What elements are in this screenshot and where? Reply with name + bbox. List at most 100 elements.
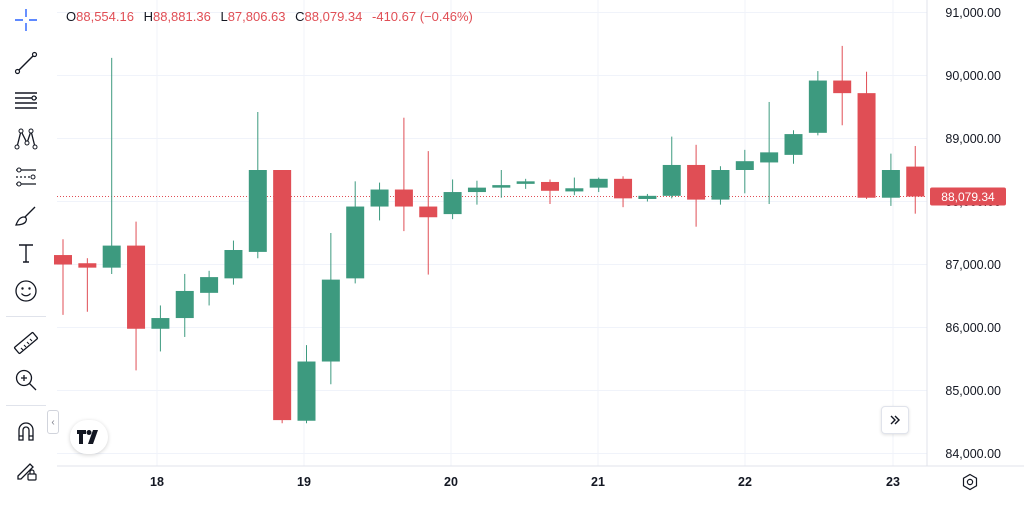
brush-icon [15, 206, 36, 226]
tradingview-logo[interactable] [70, 420, 108, 454]
legend-low-key: L [220, 9, 228, 24]
candle [784, 130, 803, 164]
candle-body [687, 164, 706, 200]
candle-body [808, 80, 827, 133]
candle-body [638, 195, 657, 199]
text-icon [19, 244, 33, 263]
magnet-tool[interactable] [8, 416, 44, 448]
horizontal-lines-icon [15, 92, 37, 109]
candle-body [857, 93, 876, 198]
candles [54, 45, 925, 424]
candle [906, 145, 925, 214]
pattern-icon [14, 128, 38, 150]
candle [565, 177, 584, 196]
candle [321, 233, 340, 385]
crosshair-tool[interactable] [8, 4, 44, 36]
lock-icon [17, 463, 37, 481]
candle-body [346, 206, 365, 279]
chevron-left-icon: ‹ [51, 416, 55, 428]
legend-close-key: C [295, 9, 305, 24]
collapse-toolbar-button[interactable]: ‹ [47, 410, 59, 434]
candle [760, 101, 779, 205]
price-tick-label: 87,000.00 [945, 258, 1001, 272]
candle-body [467, 187, 486, 193]
candle-body [151, 318, 170, 329]
candle-body [589, 178, 608, 188]
ohlc-legend: O88,554.16 H88,881.36 L87,806.63 C88,079… [66, 9, 473, 24]
forecast-tool[interactable] [8, 161, 44, 193]
crosshair-icon [15, 9, 37, 31]
grid-lines [57, 0, 927, 466]
candle [200, 270, 219, 306]
candle-body [127, 245, 146, 329]
candle-body [662, 164, 681, 196]
candle-body [54, 255, 72, 265]
lock-drawings-tool[interactable] [8, 454, 44, 486]
price-tick-label: 90,000.00 [945, 69, 1001, 83]
chart-settings-button[interactable] [960, 472, 980, 492]
emoji-icon [15, 280, 37, 302]
double-chevron-right-icon [890, 415, 900, 425]
price-tick-label: 86,000.00 [945, 321, 1001, 335]
candle [127, 221, 146, 371]
candle-body [833, 80, 852, 94]
price-axis[interactable]: 84,000.0085,000.0086,000.0087,000.0088,0… [945, 6, 1001, 461]
candle-body [297, 361, 316, 421]
legend-high-value: 88,881.36 [152, 9, 211, 24]
tradingview-logo-icon [77, 430, 98, 444]
emoji-tool[interactable] [8, 275, 44, 307]
time-tick-label: 21 [591, 475, 605, 489]
candle [662, 136, 681, 199]
legend-low-value: 87,806.63 [227, 9, 286, 24]
candle [370, 182, 389, 221]
time-tick-label: 20 [444, 475, 458, 489]
candle-body [419, 206, 438, 218]
candle [273, 170, 292, 424]
legend-high-key: H [143, 9, 153, 24]
candle [224, 240, 243, 285]
candle-body [248, 170, 267, 252]
time-tick-label: 18 [150, 475, 164, 489]
time-axis[interactable]: 18 19 20 21 22 23 [150, 475, 900, 489]
scroll-to-realtime-button[interactable] [881, 406, 909, 434]
candle [833, 45, 852, 126]
brush-tool[interactable] [8, 199, 44, 231]
candle [248, 112, 267, 259]
candle-body [906, 166, 925, 197]
candle-body [273, 170, 292, 421]
trend-line-tool[interactable] [8, 47, 44, 79]
candle-body [541, 181, 559, 191]
candle-body [224, 250, 243, 279]
candle [443, 179, 462, 220]
price-tick-label: 84,000.00 [945, 447, 1001, 461]
candle [78, 258, 97, 312]
candle [151, 305, 170, 352]
candle [687, 144, 706, 227]
ruler-tool[interactable] [8, 327, 44, 359]
zoom-in-tool[interactable] [8, 364, 44, 396]
candle [711, 166, 730, 205]
candle-body [881, 170, 900, 198]
candle [394, 117, 413, 232]
legend-close-value: 88,079.34 [304, 9, 363, 24]
legend-open-key: O [66, 9, 77, 24]
candle-body [370, 189, 389, 207]
candle [467, 180, 486, 205]
horizontal-lines-tool[interactable] [8, 85, 44, 117]
candle-body [321, 279, 340, 362]
last-price-label: 88,079.34 [930, 187, 1006, 206]
candle-body [102, 245, 121, 268]
price-tick-label: 85,000.00 [945, 384, 1001, 398]
pattern-tool[interactable] [8, 123, 44, 155]
drawing-toolbar [0, 0, 52, 509]
candle-body [760, 152, 779, 163]
last-price-text: 88,079.34 [941, 190, 995, 204]
candle-body [175, 290, 194, 319]
text-tool[interactable] [8, 237, 44, 269]
candle [54, 239, 72, 315]
candle [175, 273, 194, 337]
candle [735, 149, 754, 194]
candle [638, 193, 657, 202]
magnet-icon [18, 422, 34, 441]
